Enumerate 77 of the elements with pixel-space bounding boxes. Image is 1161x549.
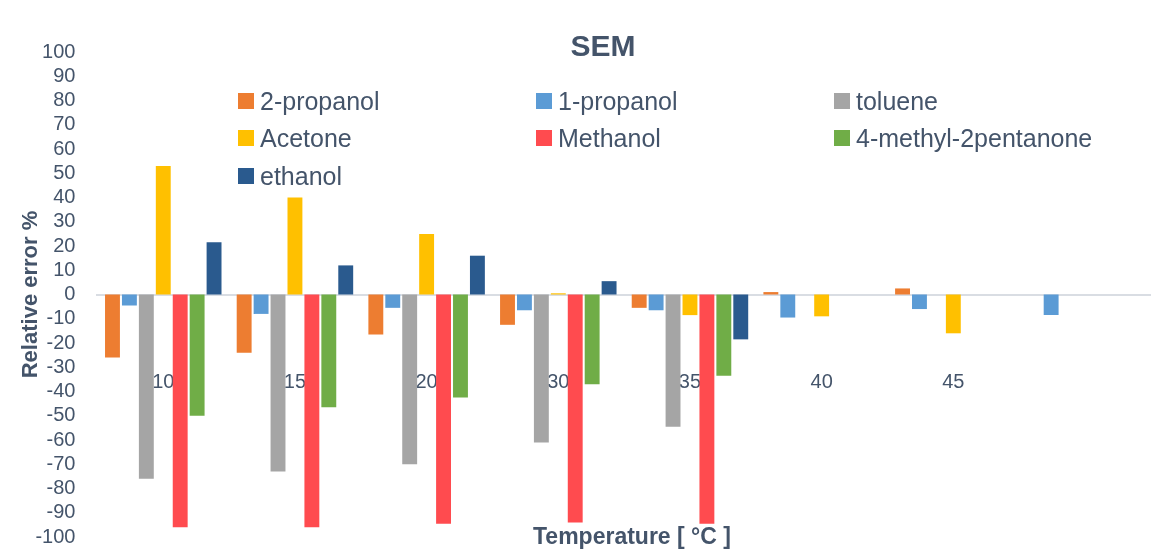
y-axis-title: Relative error % — [17, 210, 43, 379]
y-tick-label: 80 — [53, 88, 76, 111]
bar — [189, 294, 205, 416]
bar — [665, 294, 681, 427]
y-tick-label: -20 — [46, 330, 76, 353]
bar — [631, 294, 647, 308]
bar — [105, 294, 120, 358]
bar — [945, 294, 961, 334]
bar — [419, 233, 435, 295]
bar — [236, 294, 252, 353]
y-tick-label: 60 — [53, 136, 76, 159]
bar — [895, 288, 910, 295]
bar — [763, 292, 779, 295]
bar — [648, 294, 664, 311]
bar — [453, 294, 468, 398]
x-tick-label: 40 — [810, 370, 833, 393]
bar — [584, 294, 600, 385]
bar — [567, 294, 583, 523]
y-tick-label: -90 — [46, 500, 76, 523]
bar — [206, 242, 222, 295]
y-tick-label: -30 — [46, 354, 76, 377]
bar — [172, 294, 188, 528]
x-tick-label: 10 — [152, 370, 175, 393]
y-tick-label: -10 — [46, 306, 76, 329]
bar — [385, 294, 401, 308]
bar — [121, 294, 137, 306]
x-tick-label: 35 — [678, 370, 702, 393]
y-tick-label: -50 — [46, 403, 76, 426]
legend-label: 2-propanol — [260, 86, 380, 115]
y-tick-label: 0 — [64, 282, 76, 305]
y-tick-label: 100 — [42, 39, 76, 62]
bar — [287, 197, 303, 295]
chart-title: SEM — [569, 28, 637, 64]
bar — [699, 294, 715, 524]
bar — [304, 294, 320, 528]
y-tick-label: -60 — [46, 427, 76, 450]
bar — [469, 255, 485, 295]
bar — [516, 294, 532, 311]
y-tick-label: 70 — [53, 112, 76, 135]
bar — [912, 294, 927, 310]
bar — [321, 294, 337, 408]
bar — [814, 294, 830, 317]
bar — [601, 281, 617, 295]
bar — [436, 294, 451, 524]
bar — [780, 294, 796, 318]
bar — [138, 294, 154, 479]
bar — [270, 294, 286, 472]
bar — [155, 165, 171, 295]
y-tick-label: 10 — [53, 257, 76, 280]
bar — [682, 294, 698, 316]
y-tick-label: 20 — [53, 233, 76, 256]
legend-label: ethanol — [260, 161, 343, 190]
y-tick-label: -80 — [46, 476, 76, 499]
bar — [402, 294, 418, 465]
legend-label: Acetone — [260, 124, 352, 153]
legend-label: 4-methyl-2pentanone — [856, 124, 1093, 153]
y-tick-label: -40 — [46, 379, 76, 402]
y-tick-label: -70 — [46, 451, 76, 474]
bar — [368, 294, 384, 335]
y-tick-label: -100 — [35, 524, 76, 547]
bar — [533, 294, 549, 443]
bar — [1043, 294, 1059, 316]
bar — [500, 294, 515, 325]
bar — [733, 294, 749, 340]
legend-label: toluene — [856, 86, 939, 115]
x-tick-label: 30 — [547, 370, 570, 393]
bar — [716, 294, 732, 376]
legend-label: 1-propanol — [558, 86, 678, 115]
bar — [253, 294, 269, 314]
y-tick-label: 30 — [53, 209, 76, 232]
bar — [338, 265, 354, 295]
y-tick-label: 90 — [53, 63, 76, 86]
y-tick-label: 50 — [53, 160, 76, 183]
x-tick-label: 45 — [942, 370, 965, 393]
x-axis-title: Temperature [ °C ] — [532, 523, 732, 549]
legend-label: Methanol — [558, 124, 661, 153]
y-tick-label: 40 — [53, 185, 76, 208]
